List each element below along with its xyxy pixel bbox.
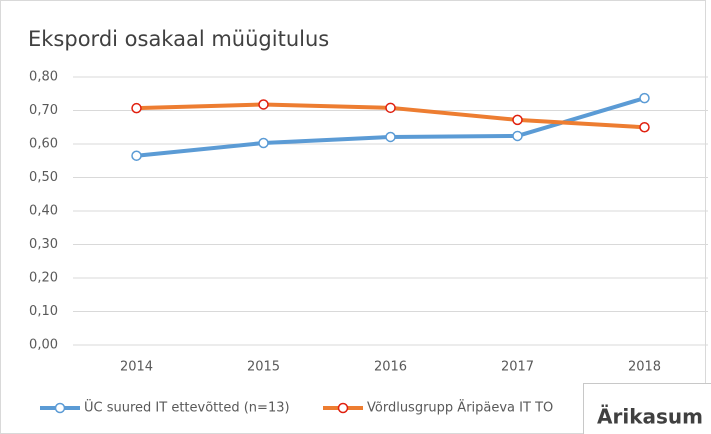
- y-tick-label: 0,20: [29, 271, 58, 286]
- y-tick-label: 0,80: [29, 70, 58, 85]
- y-tick-label: 0,50: [29, 170, 58, 185]
- y-tick-label: 0,70: [29, 103, 58, 118]
- x-tick-label: 2017: [501, 360, 534, 375]
- series-marker: [385, 131, 396, 143]
- y-tick-label: 0,10: [29, 304, 58, 319]
- legend-label: Võrdlusgrupp Äripäeva IT TO: [367, 400, 553, 416]
- overlay-title: Ärikasum: [597, 405, 703, 429]
- y-tick-label: 0,40: [29, 204, 58, 219]
- series-marker: [258, 137, 269, 149]
- legend-marker: [337, 402, 349, 414]
- x-tick-label: 2014: [120, 360, 153, 375]
- y-tick-label: 0,00: [29, 338, 58, 353]
- y-tick-label: 0,30: [29, 237, 58, 252]
- x-tick-label: 2018: [628, 360, 661, 375]
- legend-label: ÜC suured IT ettevõtted (n=13): [84, 399, 290, 416]
- series-marker: [258, 99, 269, 110]
- series-marker: [639, 122, 650, 133]
- series-marker: [639, 92, 650, 104]
- x-tick-label: 2015: [247, 360, 280, 375]
- series-marker: [131, 102, 142, 114]
- series-marker: [512, 114, 523, 126]
- series-marker: [131, 150, 142, 161]
- x-tick-label: 2016: [374, 360, 407, 375]
- overlay-box: [583, 383, 711, 434]
- series-marker: [512, 130, 523, 142]
- series-marker: [385, 102, 396, 114]
- legend-marker: [54, 402, 66, 414]
- chart-title: Ekspordi osakaal müügitulus: [28, 27, 329, 51]
- y-tick-label: 0,60: [29, 137, 58, 152]
